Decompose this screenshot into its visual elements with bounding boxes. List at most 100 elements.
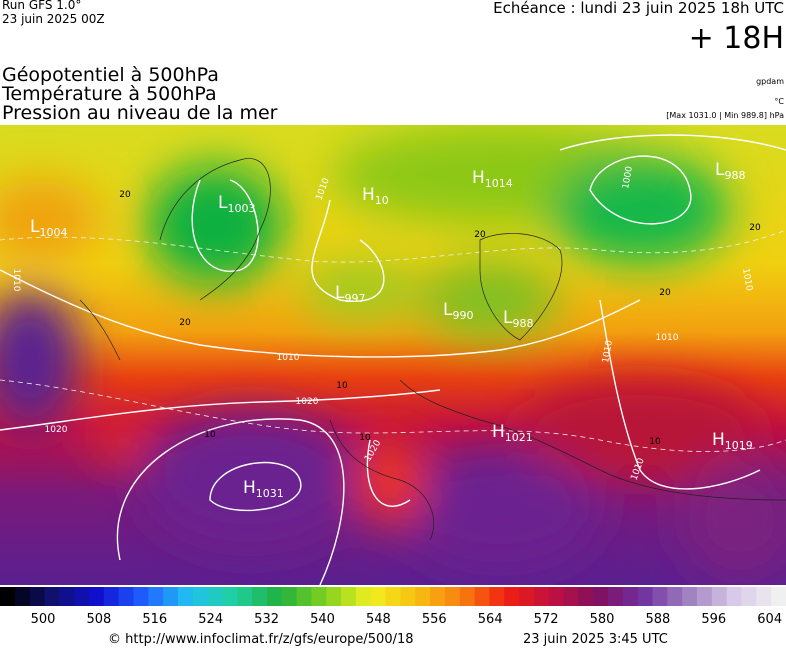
pressure-center: H1021 <box>492 422 533 444</box>
scale-swatch <box>341 587 357 606</box>
temperature-label: 20 <box>474 230 486 240</box>
center-value: 997 <box>344 292 365 305</box>
scale-label: 548 <box>366 612 391 627</box>
unit: gpdam <box>756 77 784 86</box>
center-letter: L <box>715 160 725 180</box>
scale-swatch <box>44 587 60 606</box>
isobar-label: 1020 <box>45 425 68 435</box>
pressure-center: H10 <box>362 185 389 207</box>
scale-swatch <box>14 587 31 606</box>
pressure-center: L997 <box>335 283 365 305</box>
scale-swatch <box>0 587 16 606</box>
scale-swatch <box>133 587 149 606</box>
scale-swatch <box>355 587 372 606</box>
pressure-center: H1014 <box>472 168 513 190</box>
source-url: © http://www.infoclimat.fr/z/gfs/europe/… <box>108 632 414 647</box>
scale-swatch <box>177 587 194 606</box>
center-letter: L <box>335 283 345 303</box>
isobar-label: 1010 <box>656 333 679 343</box>
run-date: 23 juin 2025 00Z <box>2 12 105 26</box>
header: Run GFS 1.0° 23 juin 2025 00Z Echéance :… <box>1 0 784 124</box>
scale-swatch <box>608 587 624 606</box>
scale-swatch <box>459 587 476 606</box>
title-line: Géopotentiel à 500hPa <box>2 64 219 86</box>
scale-swatch <box>192 587 209 606</box>
center-value: 10 <box>375 194 389 207</box>
center-value: 1003 <box>227 202 255 215</box>
isobar-label: 1010 <box>11 269 21 292</box>
scale-swatch <box>652 587 668 606</box>
scale-swatch <box>756 587 772 606</box>
scale-swatch <box>563 587 579 606</box>
scale-swatch <box>711 587 728 606</box>
center-value: 988 <box>724 169 745 182</box>
generated: 23 juin 2025 3:45 UTC <box>523 632 668 647</box>
footer: © http://www.infoclimat.fr/z/gfs/europe/… <box>108 632 668 647</box>
echeance: Echéance : lundi 23 juin 2025 18h UTC <box>493 0 784 17</box>
scale-swatch <box>533 587 550 606</box>
scale-swatch <box>415 587 431 606</box>
scale-swatch <box>593 587 609 606</box>
scale-label: 524 <box>198 612 223 627</box>
isobar-label: 1010 <box>277 353 300 363</box>
temperature-label: 20 <box>119 190 131 200</box>
isobar-label: 1020 <box>296 397 319 407</box>
scale-swatch <box>222 587 238 606</box>
center-value: 990 <box>452 309 473 322</box>
scale-swatch <box>296 587 312 606</box>
scale-swatch <box>444 587 461 606</box>
scale-swatch <box>237 587 253 606</box>
scale-swatch <box>726 587 743 606</box>
pressure-center: L988 <box>715 160 745 182</box>
pressure-center: L1004 <box>30 217 67 239</box>
scale-swatch <box>370 587 387 606</box>
scale-swatch <box>682 587 698 606</box>
scale-label: 572 <box>534 612 559 627</box>
title-line: Pression au niveau de la mer <box>2 102 278 124</box>
center-value: 988 <box>512 317 533 330</box>
center-letter: L <box>443 300 453 320</box>
pressure-center: L990 <box>443 300 473 322</box>
scale-swatch <box>266 587 283 606</box>
scale-label: 532 <box>254 612 279 627</box>
center-letter: H <box>712 430 725 450</box>
unit: °C <box>774 97 784 106</box>
scale-label: 596 <box>701 612 726 627</box>
pressure-center: H1019 <box>712 430 753 452</box>
temperature-label: 20 <box>749 223 761 233</box>
scale-swatch <box>74 587 90 606</box>
center-letter: L <box>218 193 228 213</box>
scale-label: 564 <box>478 612 503 627</box>
scale-swatch <box>88 587 105 606</box>
scale-swatch <box>504 587 520 606</box>
center-letter: L <box>503 308 513 328</box>
scale-label: 588 <box>645 612 670 627</box>
scale-swatch <box>29 587 45 606</box>
isobar-label: 1010 <box>601 339 615 364</box>
scale-swatch <box>622 587 639 606</box>
scale-swatch <box>667 587 683 606</box>
pressure-center: H1031 <box>243 478 284 500</box>
scale-swatch <box>103 587 120 606</box>
scale-swatch <box>118 587 134 606</box>
pressure-center: L1003 <box>218 193 255 215</box>
scale-swatch <box>489 587 505 606</box>
center-letter: H <box>243 478 256 498</box>
scale-swatch <box>430 587 446 606</box>
run: Run GFS 1.0° <box>2 0 81 12</box>
scale-swatch <box>59 587 75 606</box>
center-letter: H <box>362 185 375 205</box>
center-value: 1031 <box>256 487 284 500</box>
scale-swatch <box>163 587 179 606</box>
temperature-label: 10 <box>649 437 661 447</box>
scale-swatch <box>519 587 535 606</box>
scale-swatch <box>207 587 223 606</box>
scale-swatch <box>474 587 490 606</box>
pressure-center: L988 <box>503 308 533 330</box>
scale-label: 540 <box>310 612 335 627</box>
center-letter: L <box>30 217 40 237</box>
scale-label: 580 <box>590 612 615 627</box>
scale-swatch <box>741 587 757 606</box>
temperature-label: 20 <box>179 318 191 328</box>
